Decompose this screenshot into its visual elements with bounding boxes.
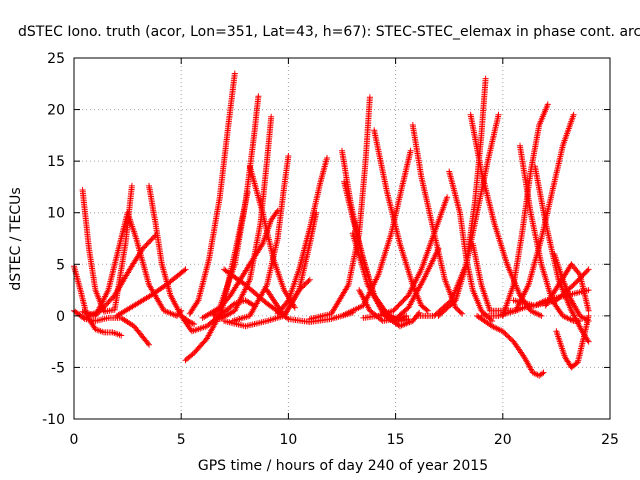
y-tick-label: 25 bbox=[47, 51, 65, 67]
series-40-markers bbox=[553, 312, 592, 371]
series-15 bbox=[221, 266, 356, 325]
x-tick-label: 15 bbox=[387, 432, 405, 448]
x-tick-label: 20 bbox=[494, 432, 512, 448]
series-38 bbox=[532, 163, 592, 345]
series-27 bbox=[371, 127, 431, 314]
chart-title: dSTEC Iono. truth (acor, Lon=351, Lat=43… bbox=[18, 24, 640, 40]
y-axis-title: dSTEC / TECUs bbox=[8, 187, 24, 290]
series-41-markers bbox=[551, 251, 592, 324]
x-tick-label: 25 bbox=[601, 432, 619, 448]
series-34-markers bbox=[474, 312, 547, 379]
series-19-markers bbox=[264, 209, 320, 319]
series-40 bbox=[553, 312, 592, 371]
series-36 bbox=[499, 101, 551, 319]
series-26 bbox=[339, 147, 414, 319]
x-axis-title: GPS time / hours of day 240 of year 2015 bbox=[198, 458, 488, 474]
series-18 bbox=[274, 155, 330, 317]
series-26-markers bbox=[339, 147, 414, 319]
y-tick-label: 10 bbox=[47, 206, 65, 222]
series-41 bbox=[551, 251, 592, 324]
x-tick-label: 10 bbox=[279, 432, 297, 448]
series-17-markers bbox=[246, 163, 298, 311]
y-tick-label: -10 bbox=[42, 412, 65, 428]
series-42-markers bbox=[510, 266, 592, 309]
y-tick-label: 0 bbox=[56, 309, 65, 325]
y-tick-label: 15 bbox=[47, 154, 65, 170]
series-11 bbox=[199, 93, 262, 321]
series-38-markers bbox=[532, 163, 592, 345]
series-4 bbox=[79, 209, 185, 319]
series-28-markers bbox=[409, 122, 466, 317]
series-42 bbox=[510, 266, 592, 309]
data-marks bbox=[71, 70, 592, 379]
series-5 bbox=[83, 232, 159, 319]
series-9-markers bbox=[186, 70, 238, 317]
series-27-markers bbox=[371, 127, 431, 314]
series-11-markers bbox=[199, 93, 262, 321]
y-tick-label: 5 bbox=[56, 257, 65, 273]
axis-ticks: 0 5 10 15 20 25 -10 -5 0 5 10 15 20 25 bbox=[42, 51, 619, 448]
series-4-markers bbox=[79, 209, 185, 319]
series-17 bbox=[246, 163, 298, 311]
x-tick-label: 0 bbox=[70, 432, 79, 448]
series-28 bbox=[409, 122, 466, 317]
y-tick-label: 20 bbox=[47, 103, 65, 119]
series-15-markers bbox=[221, 266, 356, 325]
series-5-markers bbox=[83, 232, 159, 319]
series-36-markers bbox=[499, 101, 551, 319]
series-31-markers bbox=[446, 168, 496, 324]
plot-frame bbox=[73, 57, 611, 420]
y-tick-label: -5 bbox=[51, 360, 65, 376]
x-tick-label: 5 bbox=[177, 432, 186, 448]
series-18-markers bbox=[274, 155, 330, 317]
series-34 bbox=[474, 312, 547, 379]
series-9 bbox=[186, 70, 238, 317]
series-6 bbox=[113, 266, 189, 319]
series-31 bbox=[446, 168, 496, 324]
series-6-markers bbox=[113, 266, 189, 319]
series-19 bbox=[264, 209, 320, 319]
